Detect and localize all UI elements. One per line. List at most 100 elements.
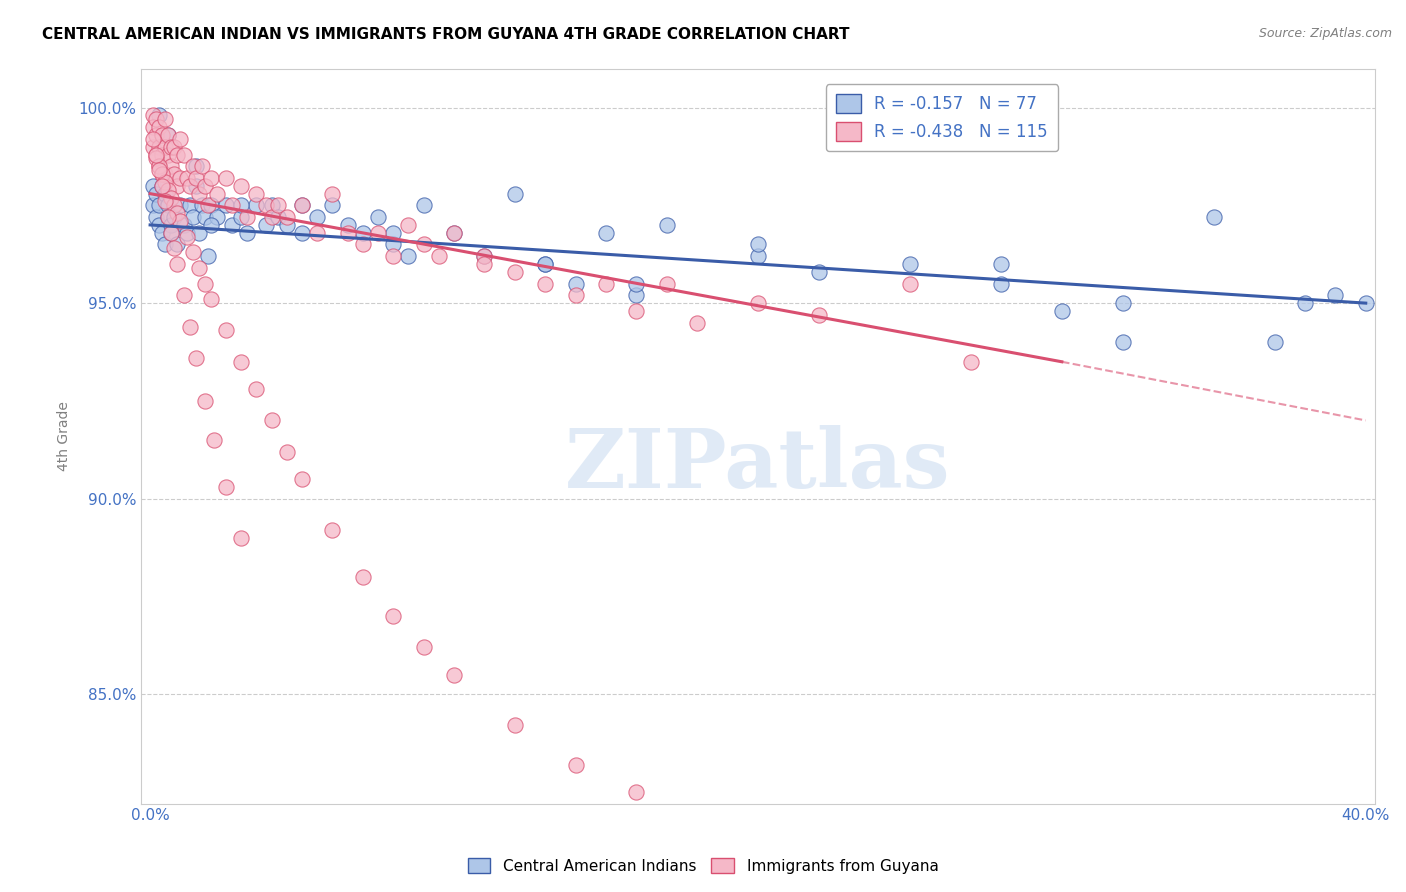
Point (595, 277, 617, 291)
Point (155, 194, 177, 209)
Point (231, 198, 253, 212)
Point (145, 147, 167, 161)
Point (898, 277, 921, 291)
Point (184, 171, 207, 186)
Legend: R = -0.157   N = 77, R = -0.438   N = 115: R = -0.157 N = 77, R = -0.438 N = 115 (827, 84, 1059, 151)
Point (173, 288, 195, 302)
Point (321, 523, 343, 537)
Point (169, 198, 191, 212)
Point (474, 249, 496, 263)
Point (221, 218, 243, 232)
Point (166, 237, 188, 252)
Point (176, 226, 198, 240)
Point (231, 355, 253, 369)
Point (148, 159, 170, 173)
Point (245, 382, 267, 396)
Point (412, 198, 434, 212)
Point (534, 257, 557, 271)
Point (148, 159, 170, 173)
Point (412, 237, 434, 252)
Point (807, 265, 830, 279)
Point (184, 159, 207, 173)
Point (142, 120, 165, 135)
Point (534, 277, 557, 291)
Point (396, 218, 419, 232)
Point (1324, 288, 1347, 302)
Point (179, 178, 201, 193)
Point (145, 186, 167, 201)
Point (382, 226, 405, 240)
Point (626, 304, 648, 318)
Point (260, 198, 283, 212)
Point (747, 296, 769, 310)
Point (187, 260, 209, 275)
Point (443, 226, 465, 240)
Point (959, 355, 981, 369)
Point (163, 241, 186, 255)
Point (166, 257, 188, 271)
Point (145, 152, 167, 166)
Point (626, 288, 648, 302)
Point (747, 249, 769, 263)
Point (474, 257, 496, 271)
Point (142, 178, 165, 193)
Point (276, 444, 298, 458)
Point (148, 218, 170, 232)
Point (898, 257, 921, 271)
Point (157, 128, 180, 142)
Point (194, 210, 217, 224)
Point (990, 257, 1012, 271)
Point (205, 210, 228, 224)
Point (155, 112, 177, 127)
Point (176, 171, 198, 186)
Point (443, 226, 465, 240)
Point (163, 167, 186, 181)
Point (150, 167, 173, 181)
Point (321, 186, 343, 201)
Point (145, 128, 167, 142)
Point (564, 288, 586, 302)
Point (245, 198, 267, 212)
Point (148, 198, 170, 212)
Point (626, 785, 648, 799)
Point (157, 210, 180, 224)
Point (747, 237, 769, 252)
Point (236, 210, 259, 224)
Point (173, 218, 195, 232)
Point (1294, 296, 1316, 310)
Point (155, 237, 177, 252)
Point (187, 226, 209, 240)
Point (194, 277, 217, 291)
Point (166, 147, 188, 161)
Point (231, 210, 253, 224)
Point (145, 112, 167, 127)
Y-axis label: 4th Grade: 4th Grade (58, 401, 72, 471)
Point (254, 218, 277, 232)
Point (197, 249, 219, 263)
Point (181, 245, 204, 260)
Point (747, 812, 769, 826)
Point (191, 198, 214, 212)
Point (291, 226, 314, 240)
Point (155, 167, 177, 181)
Point (148, 139, 170, 153)
Point (160, 190, 183, 204)
Text: CENTRAL AMERICAN INDIAN VS IMMIGRANTS FROM GUYANA 4TH GRADE CORRELATION CHART: CENTRAL AMERICAN INDIAN VS IMMIGRANTS FR… (42, 27, 849, 42)
Point (145, 147, 167, 161)
Point (145, 210, 167, 224)
Point (163, 210, 186, 224)
Point (142, 108, 165, 122)
Point (160, 226, 183, 240)
Legend: Central American Indians, Immigrants from Guyana: Central American Indians, Immigrants fro… (461, 852, 945, 880)
Point (291, 198, 314, 212)
Point (474, 249, 496, 263)
Point (307, 210, 329, 224)
Point (181, 210, 204, 224)
Point (179, 319, 201, 334)
Point (503, 186, 526, 201)
Point (352, 226, 374, 240)
Point (150, 147, 173, 161)
Point (503, 265, 526, 279)
Point (155, 186, 177, 201)
Text: Source: ZipAtlas.com: Source: ZipAtlas.com (1258, 27, 1392, 40)
